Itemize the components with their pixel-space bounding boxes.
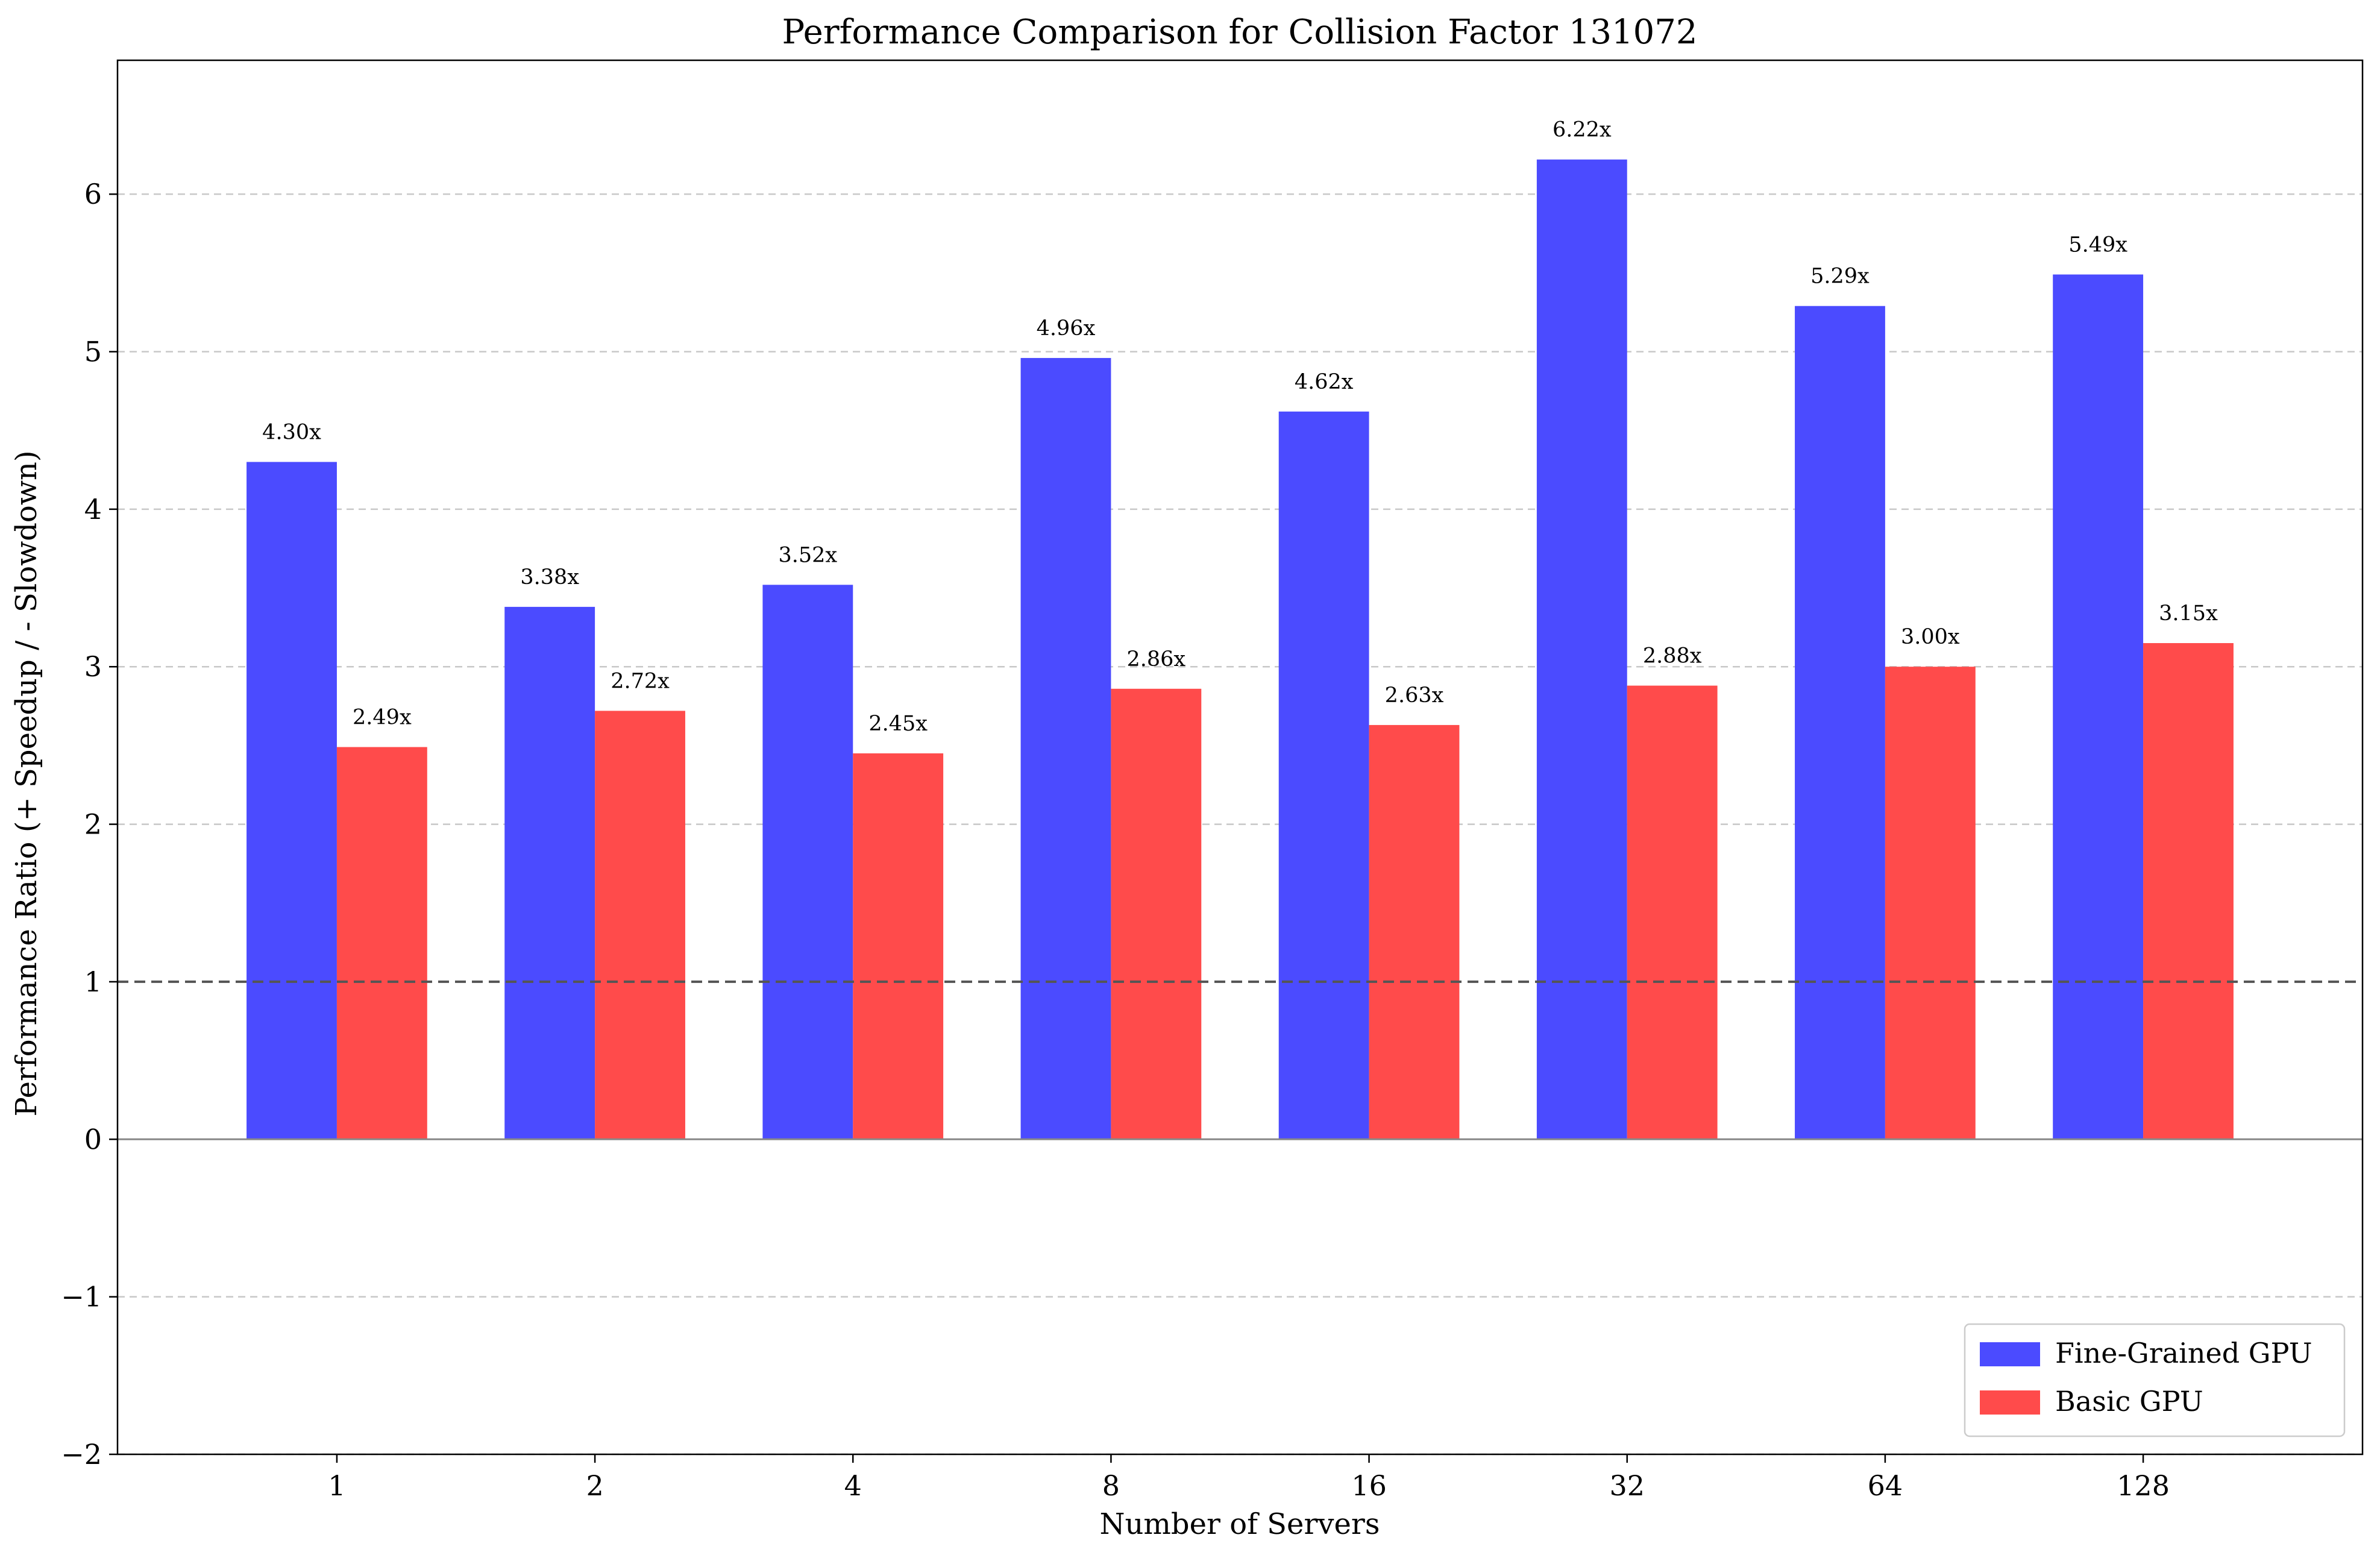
x-tick-label: 2 — [586, 1469, 603, 1502]
data-label: 3.15x — [2159, 601, 2218, 626]
data-label: 2.88x — [1643, 644, 1702, 668]
data-label: 5.49x — [2068, 233, 2127, 257]
y-tick-label: 4 — [84, 493, 102, 526]
bar — [336, 747, 427, 1140]
bar — [504, 606, 595, 1140]
bar — [1627, 685, 1718, 1140]
bar — [1369, 724, 1460, 1140]
legend-swatch — [1980, 1342, 2040, 1366]
bar — [1795, 306, 1885, 1140]
y-axis-title: Performance Ratio (+ Speedup / - Slowdow… — [10, 450, 43, 1116]
y-tick-label: 6 — [84, 178, 102, 210]
bar — [1111, 688, 1202, 1140]
x-tick-label: 4 — [844, 1469, 862, 1502]
bar — [1020, 357, 1111, 1140]
y-tick-label: −1 — [61, 1281, 102, 1313]
bar — [1885, 667, 1976, 1140]
bars — [246, 159, 2234, 1140]
legend-swatch — [1980, 1390, 2040, 1415]
bar — [853, 753, 944, 1140]
x-axis-title: Number of Servers — [1099, 1507, 1380, 1541]
data-label: 4.96x — [1037, 316, 1096, 341]
y-tick-label: 1 — [84, 966, 102, 998]
y-tick-label: 3 — [84, 650, 102, 683]
legend-box — [1964, 1323, 2346, 1437]
x-tick-label: 32 — [1609, 1469, 1645, 1502]
x-tick-label: 16 — [1351, 1469, 1387, 1502]
data-label: 2.72x — [611, 669, 670, 693]
x-tick-label: 1 — [328, 1469, 345, 1502]
data-label: 2.63x — [1385, 683, 1444, 708]
data-label: 3.38x — [520, 565, 579, 589]
data-label: 3.00x — [1901, 625, 1960, 649]
y-tick-label: 5 — [84, 336, 102, 368]
data-label: 4.30x — [262, 420, 321, 444]
y-axis-ticks: −2 −1 0 1 2 3 4 5 6 — [61, 178, 118, 1471]
bar — [762, 585, 853, 1140]
x-tick-label: 128 — [2117, 1469, 2170, 1502]
data-labels: 4.30x 3.38x 3.52x 4.96x 4.62x 6.22x 5.29x 5.49x… — [262, 118, 2218, 736]
bar — [2053, 274, 2144, 1140]
data-label: 2.86x — [1127, 647, 1186, 671]
data-label: 5.29x — [1810, 265, 1870, 289]
y-tick-label: 2 — [84, 808, 102, 841]
chart-title: Performance Comparison for Collision Fac… — [782, 13, 1698, 52]
bar — [246, 462, 337, 1140]
plot-frame — [116, 59, 2364, 1456]
data-label: 4.62x — [1295, 370, 1354, 394]
y-tick-label: −2 — [61, 1438, 102, 1471]
bar — [2143, 643, 2234, 1140]
data-label: 3.52x — [778, 543, 837, 567]
data-label: 2.45x — [868, 712, 928, 736]
bar — [1536, 159, 1627, 1140]
bar — [1278, 411, 1369, 1140]
y-tick-label: 0 — [84, 1123, 102, 1155]
data-label: 2.49x — [353, 706, 412, 730]
x-tick-label: 64 — [1868, 1469, 1903, 1502]
x-axis-ticks: 1 2 4 8 16 32 64 128 — [328, 1454, 2170, 1502]
legend-label: Basic GPU — [2055, 1385, 2203, 1418]
legend: Fine-Grained GPU Basic GPU — [1964, 1323, 2346, 1437]
data-label: 6.22x — [1553, 118, 1612, 142]
bar — [595, 711, 685, 1140]
reference-lines — [118, 980, 2363, 1140]
x-tick-label: 8 — [1102, 1469, 1120, 1502]
legend-label: Fine-Grained GPU — [2055, 1337, 2312, 1369]
